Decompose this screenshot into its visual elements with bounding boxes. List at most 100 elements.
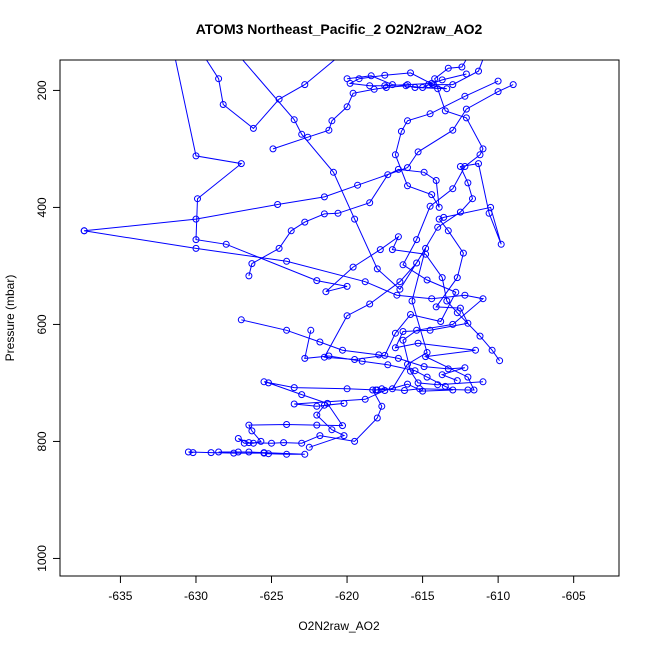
data-point	[434, 223, 442, 231]
data-point	[411, 367, 419, 375]
data-point	[444, 365, 452, 373]
data-point	[472, 346, 479, 354]
data-point	[320, 210, 328, 218]
data-point	[428, 191, 436, 199]
data-point	[423, 373, 431, 381]
data-point	[274, 201, 282, 208]
data-point	[265, 379, 272, 387]
data-point	[441, 382, 449, 390]
data-point	[449, 185, 457, 193]
data-point	[407, 367, 414, 375]
data-point	[413, 259, 421, 267]
data-point	[426, 202, 434, 210]
series-1	[231, 47, 505, 447]
data-point	[290, 116, 298, 124]
data-point	[419, 84, 427, 91]
data-point	[298, 130, 306, 138]
data-point	[464, 179, 472, 187]
data-point	[354, 181, 362, 189]
data-point	[361, 278, 369, 286]
data-point	[462, 105, 470, 113]
data-point	[298, 439, 306, 447]
data-point	[322, 288, 330, 296]
data-point	[456, 163, 464, 170]
data-point	[461, 163, 469, 170]
data-point	[245, 421, 253, 429]
data-point	[358, 357, 366, 365]
data-point	[404, 182, 411, 190]
chart-title: ATOM3 Northeast_Pacific_2 O2N2raw_AO2	[196, 21, 483, 37]
data-point	[485, 209, 493, 217]
data-point	[290, 400, 298, 408]
data-point	[413, 236, 421, 244]
data-point	[355, 75, 363, 83]
data-point	[339, 422, 346, 430]
data-point	[373, 265, 381, 273]
x-tick-label: -635	[108, 589, 132, 603]
series-10	[269, 70, 470, 153]
data-point	[80, 227, 88, 235]
data-point	[497, 240, 505, 248]
data-point	[461, 364, 469, 372]
x-tick-label: -615	[411, 589, 435, 603]
data-point	[404, 380, 411, 388]
data-point	[394, 165, 402, 173]
data-point	[429, 81, 437, 89]
data-point	[325, 126, 333, 134]
data-point	[509, 81, 517, 89]
data-point	[201, 52, 207, 58]
data-point	[301, 81, 309, 89]
data-point	[444, 227, 452, 235]
data-point	[479, 378, 487, 386]
data-point	[366, 82, 374, 90]
series-line	[84, 230, 485, 386]
data-point	[470, 386, 478, 394]
data-point	[230, 449, 238, 457]
data-point	[449, 81, 457, 89]
plot-frame	[59, 59, 620, 577]
x-axis-title: O2N2raw_AO2	[298, 619, 380, 633]
data-point	[456, 208, 464, 216]
data-point	[394, 354, 402, 362]
data-point	[479, 145, 487, 153]
data-point	[482, 52, 488, 58]
data-point	[391, 329, 399, 337]
data-point	[328, 426, 336, 434]
data-point	[325, 352, 333, 360]
data-point	[397, 127, 405, 135]
data-point	[464, 373, 472, 381]
data-point	[488, 346, 496, 354]
data-point	[369, 386, 377, 394]
data-point	[257, 437, 265, 445]
data-point	[275, 244, 283, 252]
data-point	[170, 47, 176, 53]
data-point	[381, 71, 389, 79]
data-point	[248, 427, 256, 435]
data-point	[194, 195, 201, 203]
series-line	[347, 60, 484, 89]
data-point	[231, 47, 237, 53]
data-point	[340, 399, 348, 407]
data-point	[234, 435, 242, 442]
x-tick-label: -625	[259, 589, 283, 603]
data-point	[391, 151, 399, 159]
data-point	[396, 278, 404, 286]
series-line	[188, 451, 305, 455]
data-point	[313, 411, 321, 419]
x-tick-label: -605	[562, 589, 586, 603]
data-point	[432, 303, 440, 311]
data-point	[192, 244, 200, 252]
data-point	[438, 274, 446, 282]
data-point	[320, 193, 328, 201]
data-point	[401, 387, 408, 394]
y-tick-label: 800	[35, 431, 49, 451]
data-point	[249, 124, 257, 132]
data-point	[428, 79, 436, 87]
data-point	[301, 450, 309, 458]
data-point	[425, 81, 433, 89]
y-tick-label: 600	[35, 314, 49, 334]
data-point	[443, 85, 451, 93]
data-point	[343, 103, 351, 111]
data-point	[461, 291, 469, 299]
data-point	[349, 89, 357, 97]
